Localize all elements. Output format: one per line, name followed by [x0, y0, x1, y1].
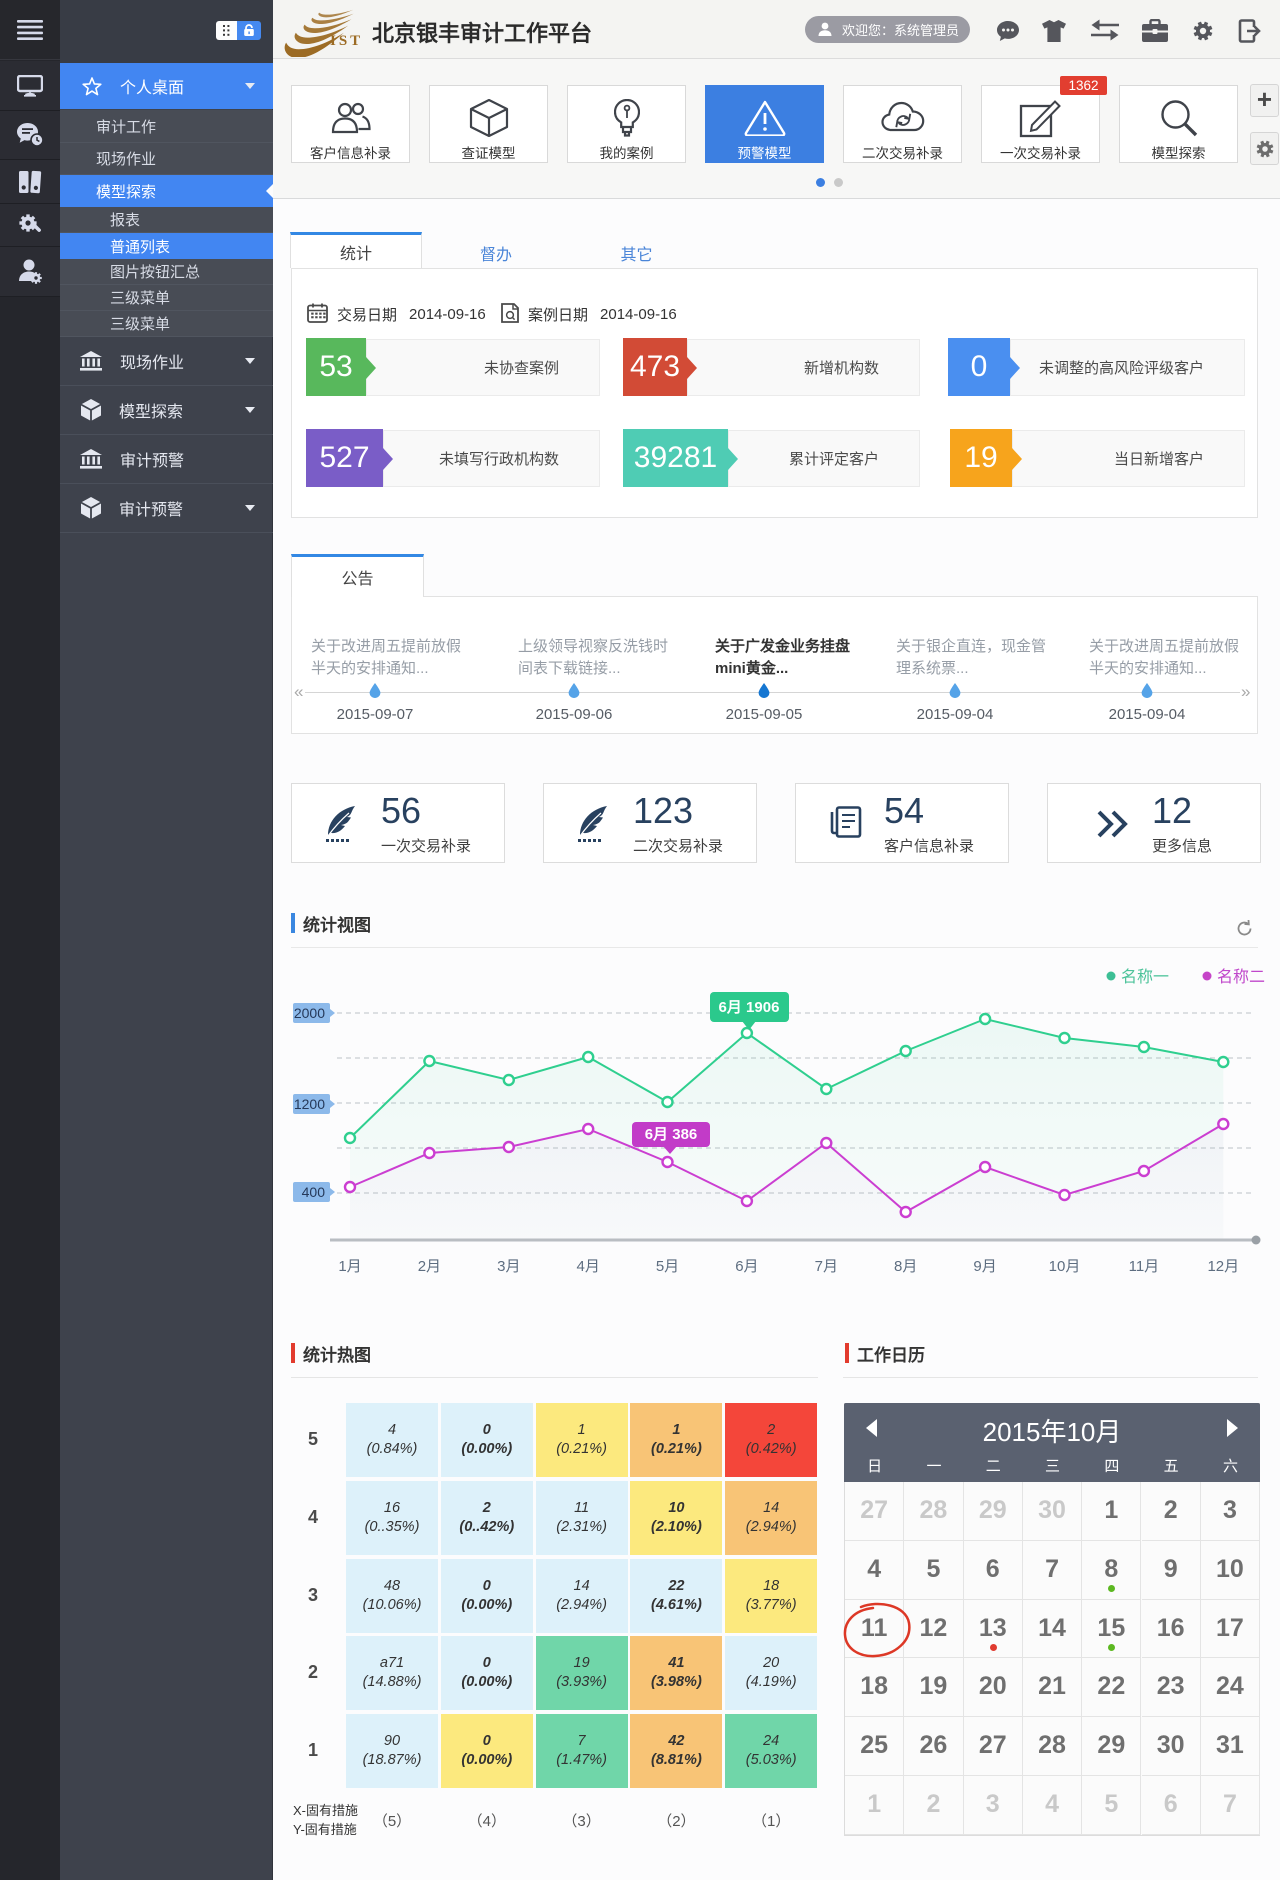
- svg-text:6月 1906: 6月 1906: [719, 999, 780, 1016]
- svg-text:名称一: 名称一: [1121, 968, 1169, 986]
- svg-text:名称二: 名称二: [1217, 968, 1265, 986]
- svg-text:2000: 2000: [294, 1005, 325, 1021]
- svg-text:9月: 9月: [973, 1258, 996, 1275]
- svg-text:8月: 8月: [894, 1258, 917, 1275]
- svg-text:6月 386: 6月 386: [645, 1126, 698, 1143]
- svg-text:12月: 12月: [1207, 1258, 1239, 1275]
- svg-text:3月: 3月: [497, 1258, 520, 1275]
- svg-text:6月: 6月: [735, 1258, 758, 1275]
- svg-text:11月: 11月: [1129, 1258, 1160, 1275]
- svg-text:1200: 1200: [294, 1096, 325, 1112]
- svg-text:4月: 4月: [577, 1258, 600, 1275]
- svg-text:7月: 7月: [815, 1258, 838, 1275]
- svg-text:10月: 10月: [1049, 1258, 1081, 1275]
- svg-text:IST: IST: [330, 33, 363, 49]
- svg-text:5月: 5月: [656, 1258, 679, 1275]
- svg-text:1月: 1月: [338, 1258, 361, 1275]
- svg-text:400: 400: [302, 1184, 326, 1200]
- svg-text:2月: 2月: [418, 1258, 441, 1275]
